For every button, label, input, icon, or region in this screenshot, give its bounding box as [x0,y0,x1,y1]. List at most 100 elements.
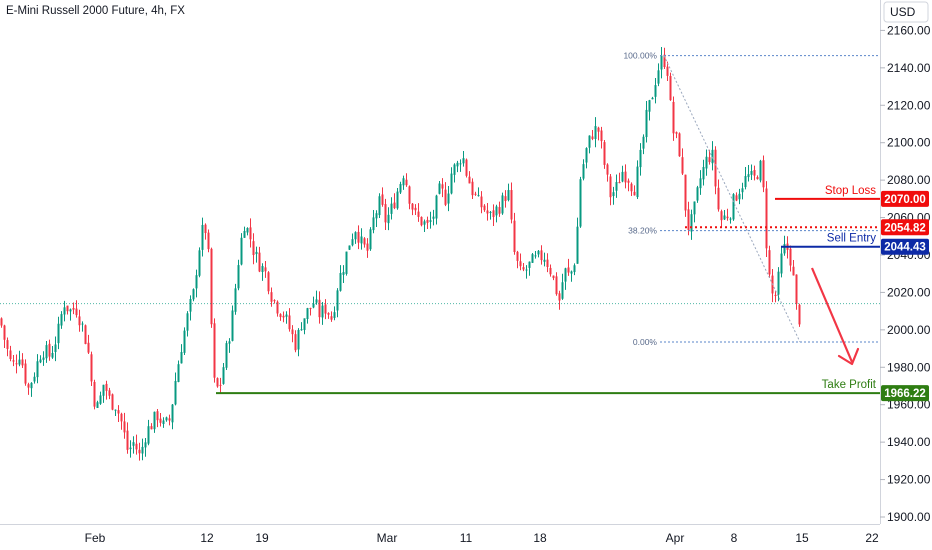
candle-body [123,421,126,433]
candle-body [462,158,465,164]
candle-body [687,209,690,231]
candle-body [336,290,339,311]
candle-body [390,203,393,214]
x-tick-label: Mar [377,531,398,545]
price-tag [881,238,929,255]
candle-body [507,190,510,201]
candle-body [513,220,516,252]
candle-body [258,252,261,272]
candle-body [522,267,525,270]
candle-body [648,100,651,112]
candle-body [153,411,156,430]
candle-body [75,308,78,316]
y-tick-label: 1980.00 [887,360,931,374]
candle-body [186,313,189,331]
candle-body [534,255,537,257]
candle-body [375,213,378,219]
candle-body [339,273,342,291]
candle-body [213,323,216,378]
candle-body [330,316,333,320]
candle-body [396,191,399,209]
candle-body [573,265,576,273]
candle-body [387,214,390,224]
x-tick-label: 15 [795,531,809,545]
y-tick-label: 2080.00 [887,173,931,187]
x-tick-label: 22 [865,531,879,545]
candle-body [249,227,252,240]
candle-body [315,299,318,303]
candle-body [762,160,765,188]
candle-body [480,196,483,208]
candle-body [66,305,69,312]
candle-body [234,288,237,312]
x-tick-label: 12 [200,531,214,545]
candle-body [582,164,585,179]
candle-body [732,194,735,220]
candle-body [549,267,552,275]
fib-level-label: 100.00% [623,51,657,61]
candle-body [174,380,177,405]
candle-body [198,250,201,276]
y-tick-label: 2100.00 [887,136,931,150]
x-tick-label: 11 [460,531,473,545]
candle-body [495,206,498,216]
candle-body [468,176,471,184]
candle-body [81,323,84,325]
candle-body [477,195,480,197]
candle-body [675,132,678,134]
fib-level-label: 38.20% [628,226,657,236]
price-tag-label: 2054.82 [884,222,926,234]
candle-body [402,178,405,186]
candle-body [567,267,570,273]
candle-body [171,404,174,423]
candle-body [627,180,630,183]
candle-body [408,186,411,204]
candle-body [678,133,681,157]
candle-body [423,221,426,225]
candle-body [183,330,186,353]
candle-body [450,173,453,194]
candle-body [489,211,492,213]
candle-body [219,384,222,386]
candle-body [660,55,663,70]
candle-body [378,196,381,216]
candle-body [141,446,144,454]
candle-body [348,245,351,250]
candle-body [228,341,231,344]
candle-body [432,216,435,219]
y-tick-label: 2020.00 [887,285,931,299]
candle-body [699,178,702,189]
candle-body [99,395,102,404]
candle-body [216,378,219,387]
candle-body [414,207,417,211]
candle-body [279,314,282,318]
candle-body [312,303,315,308]
candle-body [285,314,288,317]
candle-body [435,195,438,219]
candle-body [570,271,573,274]
currency-button[interactable] [883,1,929,23]
candle-body [57,323,60,344]
candle-body [792,266,795,276]
y-tick-label: 2160.00 [887,23,931,37]
candle-body [105,383,108,391]
candle-body [126,430,129,450]
candle-body [456,162,459,167]
candle-body [561,282,564,299]
candle-body [672,101,675,134]
candle-body [102,384,105,396]
axis-layer: 1900.00 1920.00 1940.00 1960.00 1980.00 2000.… [85,23,931,545]
candle-body [639,149,642,168]
price-tag-label: 1966.22 [884,388,926,400]
candle-body [3,325,6,340]
candle-body [603,142,606,165]
candle-body [27,384,30,388]
candle-body [474,193,477,195]
candle-body [576,226,579,264]
candle-body [651,97,654,100]
candle-body [150,426,153,430]
currency-label: USD [890,5,916,19]
candle-body [633,191,636,196]
candle-body [261,266,264,272]
